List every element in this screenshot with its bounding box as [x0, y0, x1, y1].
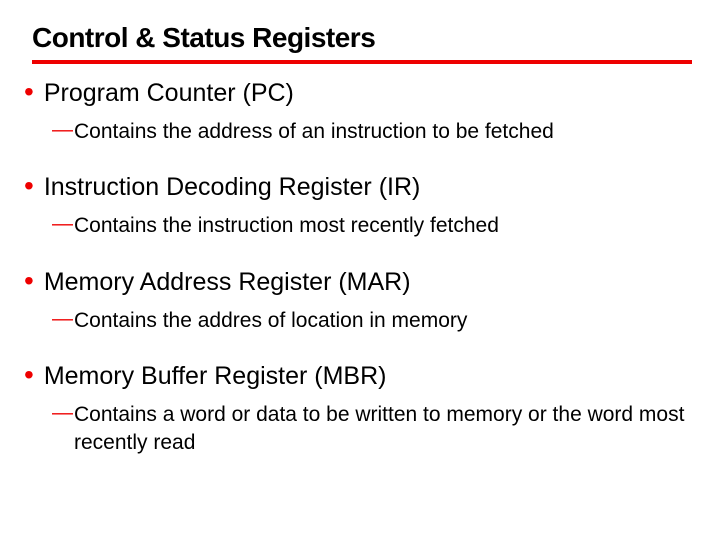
list-item-sub: — Contains a word or data to be written … — [52, 401, 696, 458]
list-item: • Memory Buffer Register (MBR) — Contain… — [36, 361, 696, 458]
list-item-detail: Contains the instruction most recently f… — [74, 212, 499, 240]
list-item-detail: Contains the address of an instruction t… — [74, 118, 554, 146]
list-item-sub: — Contains the instruction most recently… — [52, 212, 696, 240]
list-item-main: • Memory Address Register (MAR) — [24, 267, 696, 297]
list-item-main: • Instruction Decoding Register (IR) — [24, 172, 696, 202]
list-item-heading: Memory Buffer Register (MBR) — [44, 361, 387, 391]
list-item-sub: — Contains the addres of location in mem… — [52, 307, 696, 335]
title-underline — [32, 60, 692, 64]
bullet-icon: • — [24, 361, 34, 389]
content-area: • Program Counter (PC) — Contains the ad… — [36, 78, 696, 458]
list-item-detail: Contains the addres of location in memor… — [74, 307, 467, 335]
list-item-detail: Contains a word or data to be written to… — [74, 401, 696, 458]
list-item-heading: Memory Address Register (MAR) — [44, 267, 411, 297]
list-item-sub: — Contains the address of an instruction… — [52, 118, 696, 146]
dash-icon: — — [52, 401, 73, 425]
dash-icon: — — [52, 307, 73, 331]
list-item-main: • Memory Buffer Register (MBR) — [24, 361, 696, 391]
list-item: • Instruction Decoding Register (IR) — C… — [36, 172, 696, 240]
bullet-icon: • — [24, 78, 34, 106]
bullet-icon: • — [24, 172, 34, 200]
list-item: • Program Counter (PC) — Contains the ad… — [36, 78, 696, 146]
list-item-main: • Program Counter (PC) — [24, 78, 696, 108]
dash-icon: — — [52, 212, 73, 236]
slide: Control & Status Registers • Program Cou… — [0, 0, 720, 540]
list-item-heading: Instruction Decoding Register (IR) — [44, 172, 421, 202]
list-item-heading: Program Counter (PC) — [44, 78, 294, 108]
dash-icon: — — [52, 118, 73, 142]
slide-title: Control & Status Registers — [32, 22, 696, 54]
bullet-icon: • — [24, 267, 34, 295]
list-item: • Memory Address Register (MAR) — Contai… — [36, 267, 696, 335]
